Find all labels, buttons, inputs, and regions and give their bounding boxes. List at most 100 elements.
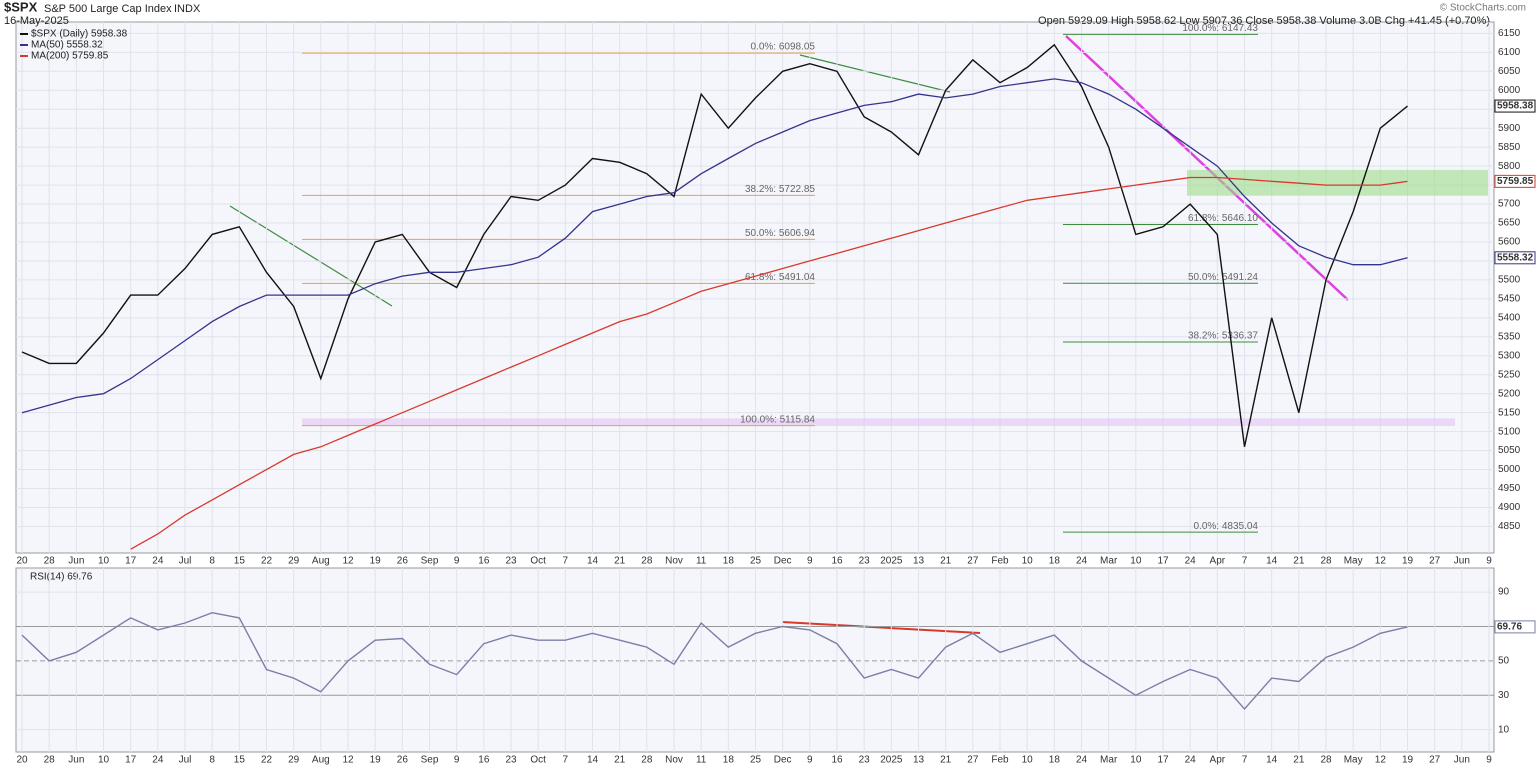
x-tick-label: 2025 — [880, 755, 903, 766]
x-tick-label: Mar — [1100, 556, 1118, 567]
fib-label: 38.2%: 5336.37 — [1188, 331, 1258, 342]
x-tick-label: Apr — [1210, 556, 1226, 567]
x-tick-label: 19 — [370, 755, 382, 766]
x-tick-label: 25 — [750, 755, 762, 766]
x-tick-label: Jun — [68, 556, 84, 567]
x-tick-label: 28 — [44, 556, 56, 567]
x-tick-label: 16 — [831, 556, 843, 567]
x-tick-label: May — [1344, 556, 1363, 567]
y-tick-label: 5250 — [1498, 369, 1521, 380]
x-tick-label: 9 — [807, 755, 813, 766]
y-tick-label: 5200 — [1498, 388, 1521, 399]
x-tick-label: 23 — [505, 556, 517, 567]
x-tick-label: 12 — [342, 556, 354, 567]
y-tick-label: 6100 — [1498, 47, 1521, 58]
x-tick-label: 18 — [723, 556, 735, 567]
series-line — [21, 43, 1408, 447]
y-tick-label: 10 — [1498, 724, 1510, 735]
x-tick-label: 12 — [1375, 755, 1387, 766]
fib-label: 0.0%: 4835.04 — [1194, 521, 1259, 532]
x-tick-label: 7 — [1242, 556, 1248, 567]
series-line — [21, 78, 1408, 414]
x-tick-label: 12 — [342, 755, 354, 766]
x-tick-label: 7 — [1242, 755, 1248, 766]
y-tick-label: 5300 — [1498, 350, 1521, 361]
x-tick-label: 9 — [807, 556, 813, 567]
x-tick-label: 18 — [1049, 556, 1061, 567]
x-tick-label: Nov — [665, 755, 683, 766]
x-tick-label: 27 — [967, 556, 979, 567]
divergence-line — [781, 621, 981, 634]
fib-label: 50.0%: 5606.94 — [745, 228, 815, 239]
x-tick-label: 16 — [478, 556, 490, 567]
y-tick-label: 4850 — [1498, 521, 1521, 532]
x-tick-label: 18 — [723, 755, 735, 766]
x-tick-label: 13 — [913, 556, 925, 567]
y-tick-label: 4950 — [1498, 483, 1521, 494]
x-tick-label: 17 — [125, 755, 137, 766]
x-tick-label: 7 — [563, 556, 569, 567]
x-tick-label: 29 — [288, 556, 300, 567]
x-tick-label: Dec — [774, 755, 792, 766]
y-tick-label: 5450 — [1498, 294, 1521, 305]
last-value-box — [1494, 99, 1536, 113]
y-tick-label: 5650 — [1498, 218, 1521, 229]
x-tick-label: 9 — [454, 556, 460, 567]
legend-entry: $SPX (Daily) 5958.38 — [31, 29, 128, 40]
x-tick-label: 23 — [859, 556, 871, 567]
x-tick-label: 21 — [940, 556, 952, 567]
fib-label: 100.0%: 5115.84 — [740, 414, 815, 425]
x-tick-label: Aug — [312, 556, 330, 567]
y-tick-label: 5400 — [1498, 312, 1521, 323]
x-tick-label: 21 — [940, 755, 952, 766]
last-value-box — [1494, 251, 1536, 265]
x-tick-label: Mar — [1100, 755, 1118, 766]
x-tick-label: 29 — [288, 755, 300, 766]
x-tick-label: 19 — [370, 556, 382, 567]
series-line — [21, 611, 1408, 711]
x-tick-label: 14 — [587, 755, 599, 766]
chart-title: $SPX — [4, 0, 38, 14]
series-line — [130, 176, 1408, 550]
x-tick-label: 15 — [234, 556, 246, 567]
x-tick-label: 11 — [696, 755, 707, 766]
x-tick-label: 20 — [16, 755, 28, 766]
x-tick-label: 22 — [261, 556, 273, 567]
y-tick-label: 50 — [1498, 656, 1510, 667]
zone — [302, 418, 1455, 426]
x-tick-label: 28 — [44, 755, 56, 766]
x-tick-label: 13 — [913, 755, 925, 766]
x-tick-label: 11 — [696, 556, 707, 567]
subtitle: S&P 500 Large Cap Index — [44, 3, 172, 15]
fib-label: 100.0%: 6147.43 — [1182, 23, 1258, 34]
y-tick-label: 5000 — [1498, 464, 1521, 475]
x-tick-label: Oct — [530, 755, 546, 766]
quote: Open 5929.09 High 5958.62 Low 5907.36 Cl… — [1038, 15, 1490, 27]
y-tick-label: 5800 — [1498, 161, 1521, 172]
x-tick-label: 26 — [397, 755, 409, 766]
y-tick-label: 6050 — [1498, 66, 1521, 77]
x-tick-label: 8 — [209, 755, 215, 766]
x-tick-label: 24 — [152, 755, 164, 766]
credit: © StockCharts.com — [1440, 3, 1526, 14]
last-value-label: 5558.32 — [1497, 252, 1534, 263]
x-tick-label: 17 — [125, 556, 137, 567]
x-tick-label: 14 — [1266, 755, 1278, 766]
x-tick-label: Apr — [1210, 755, 1226, 766]
x-tick-label: 27 — [967, 755, 979, 766]
x-tick-label: 28 — [1320, 755, 1332, 766]
x-tick-label: 23 — [859, 755, 871, 766]
x-tick-label: 19 — [1402, 755, 1414, 766]
x-tick-label: 7 — [563, 755, 569, 766]
x-tick-label: 10 — [1022, 556, 1034, 567]
x-tick-label: Feb — [991, 556, 1009, 567]
fib-label: 61.8%: 5491.04 — [745, 272, 815, 283]
x-tick-label: 21 — [614, 556, 626, 567]
last-value-box — [1494, 620, 1536, 634]
x-tick-label: 19 — [1402, 556, 1414, 567]
x-tick-label: 28 — [641, 755, 653, 766]
trendline — [799, 54, 951, 93]
x-tick-label: 9 — [454, 755, 460, 766]
y-tick-label: 5150 — [1498, 407, 1521, 418]
x-tick-label: Feb — [991, 755, 1009, 766]
